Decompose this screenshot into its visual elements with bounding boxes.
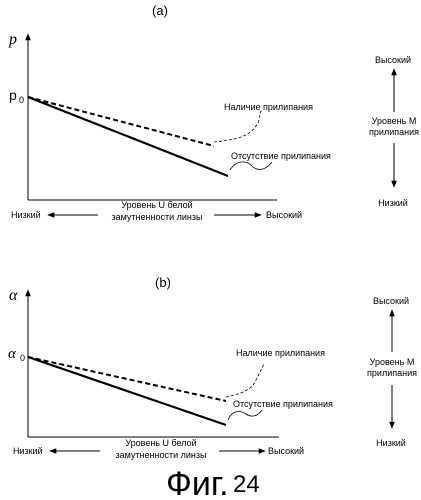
panel-b-m-high-label: Высокий xyxy=(373,296,409,306)
panel-a-y-axis-symbol: p xyxy=(8,31,17,48)
panel-a-solid-leader xyxy=(229,161,273,171)
panel-a-m-label-line2: прилипания xyxy=(369,127,419,137)
panel-b-m-label-line2: прилипания xyxy=(367,368,417,378)
panel-a: (a) p p 0 Наличие прилипания Отсутствие … xyxy=(8,3,419,222)
panel-a-m-high-label: Высокий xyxy=(375,55,411,65)
panel-b-m-low-label: Низкий xyxy=(376,438,406,448)
figure-caption-number: 24 xyxy=(233,471,260,498)
panel-b: (b) α α 0 Наличие прилипания Отсутствие … xyxy=(8,275,417,460)
panel-a-x-axis-label-line1: Уровень U белой xyxy=(121,200,192,210)
panel-a-y-start-symbol: p xyxy=(9,87,17,103)
panel-a-solid-line xyxy=(27,95,229,178)
panel-b-solid-leader xyxy=(227,409,263,421)
panel-b-y-axis-symbol: α xyxy=(9,287,18,304)
panel-a-x-axis-label-line2: замутненности линзы xyxy=(112,212,203,222)
panel-b-y-start-subscript: 0 xyxy=(20,353,25,363)
panel-a-solid-label: Отсутствие прилипания xyxy=(231,151,331,161)
panel-a-m-low-label: Низкий xyxy=(378,198,408,208)
panel-b-dashed-line xyxy=(27,356,227,402)
panel-b-label: (b) xyxy=(155,275,171,290)
panel-a-y-start-subscript: 0 xyxy=(19,95,24,105)
figure-caption: Фиг. 24 xyxy=(166,465,260,500)
panel-a-x-low-label: Низкий xyxy=(11,210,41,220)
panel-b-dashed-label: Наличие прилипания xyxy=(236,348,325,358)
panel-a-x-high-label: Высокий xyxy=(266,210,302,220)
panel-b-solid-line xyxy=(27,355,227,427)
panel-b-y-start-symbol: α xyxy=(8,346,17,362)
panel-b-m-label-line1: Уровень М xyxy=(370,357,415,367)
panel-b-x-axis-label-line1: Уровень U белой xyxy=(125,438,196,448)
panel-b-x-axis-label-line2: замутненности линзы xyxy=(116,450,207,460)
panel-b-x-low-label: Низкий xyxy=(13,446,43,456)
panel-b-x-high-label: Высокий xyxy=(268,446,304,456)
panel-a-m-label-line1: Уровень М xyxy=(372,116,417,126)
panel-a-dashed-line xyxy=(27,96,215,147)
panel-a-dashed-leader xyxy=(213,109,263,143)
panel-b-dashed-leader xyxy=(225,363,265,398)
panel-a-label: (a) xyxy=(152,3,168,18)
figure-caption-prefix: Фиг. xyxy=(166,465,229,500)
panel-b-solid-label: Отсутствие прилипания xyxy=(233,399,333,409)
panel-a-dashed-label: Наличие прилипания xyxy=(224,102,313,112)
